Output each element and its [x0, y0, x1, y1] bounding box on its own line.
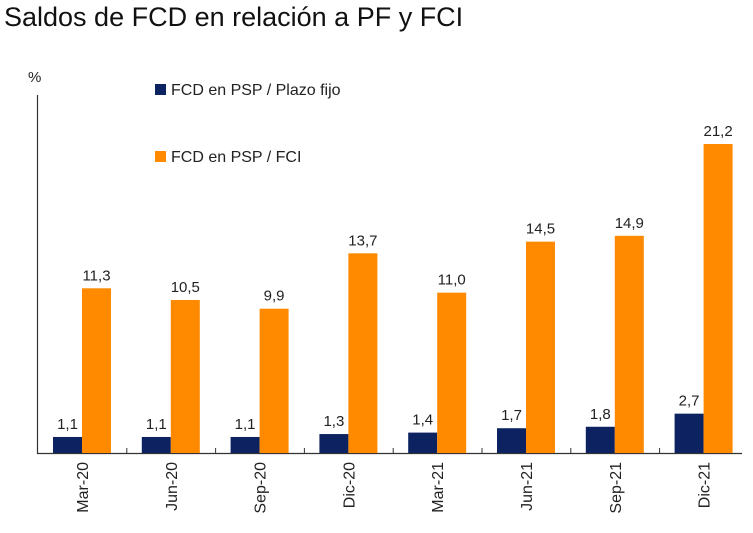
- data-label: 21,2: [703, 123, 732, 140]
- data-label: 14,9: [615, 215, 644, 232]
- bar-0-7: [674, 413, 704, 453]
- x-tick-label: Dic-21: [697, 462, 714, 508]
- data-label: 10,5: [171, 279, 200, 296]
- data-label: 14,5: [526, 221, 555, 238]
- data-label: 9,9: [264, 288, 285, 305]
- y-axis-label: %: [28, 69, 41, 86]
- x-tick-label: Jun-20: [164, 462, 181, 511]
- bar-1-0: [82, 288, 111, 453]
- x-tick-label: Jun-21: [519, 462, 536, 511]
- bar-1-6: [614, 235, 644, 453]
- chart-title: Saldos de FCD en relación a PF y FCI: [4, 2, 464, 32]
- x-tick-label: Sep-20: [253, 462, 270, 514]
- bar-0-2: [230, 436, 260, 453]
- bar-0-3: [319, 434, 349, 453]
- data-label: 13,7: [348, 232, 377, 249]
- x-tick-label: Sep-21: [608, 462, 625, 514]
- data-label: 1,1: [235, 416, 256, 433]
- legend-swatch-1: [155, 151, 166, 162]
- data-label: 1,3: [323, 413, 344, 430]
- legend-swatch-0: [155, 84, 166, 95]
- data-label: 2,7: [679, 393, 700, 410]
- bar-1-7: [703, 144, 733, 453]
- x-tick-label: Mar-20: [75, 462, 92, 513]
- x-tick-label: Mar-21: [430, 462, 447, 513]
- data-label: 11,0: [438, 272, 466, 289]
- bar-0-6: [585, 426, 615, 453]
- bar-1-4: [437, 292, 467, 453]
- legend-label-0: FCD en PSP / Plazo fijo: [171, 82, 341, 99]
- bar-1-5: [526, 241, 555, 453]
- bar-0-5: [497, 428, 526, 453]
- data-label: 1,7: [501, 407, 522, 424]
- bar-1-2: [259, 308, 289, 453]
- data-label: 11,3: [82, 267, 110, 284]
- data-label: 1,1: [146, 416, 167, 433]
- bar-0-0: [53, 436, 82, 453]
- data-label: 1,8: [590, 406, 611, 423]
- bar-0-1: [141, 436, 171, 453]
- bar-1-3: [348, 253, 378, 453]
- bar-1-1: [170, 299, 200, 453]
- bar-0-4: [408, 432, 438, 453]
- legend-label-1: FCD en PSP / FCI: [171, 149, 301, 166]
- data-label: 1,1: [57, 416, 78, 433]
- x-tick-label: Dic-20: [341, 462, 358, 508]
- legend: FCD en PSP / Plazo fijo FCD en PSP / FCI: [155, 82, 341, 166]
- data-label: 1,4: [412, 412, 433, 429]
